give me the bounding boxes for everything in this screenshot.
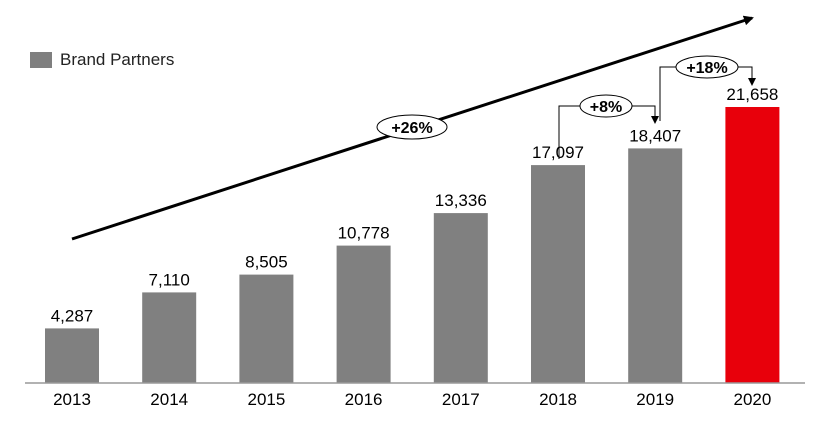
legend: Brand Partners: [30, 50, 174, 70]
legend-label: Brand Partners: [60, 50, 175, 69]
growth-label-2018-2019: +8%: [590, 99, 622, 116]
cagr-label: +26%: [391, 120, 432, 137]
x-tick-label-2020: 2020: [733, 390, 771, 409]
x-tick-label-2016: 2016: [345, 390, 383, 409]
bar-2014: [142, 292, 197, 383]
legend-swatch: [30, 52, 52, 68]
bar-2019: [628, 148, 683, 383]
bar-2013: [45, 328, 99, 383]
cagr-bubble: [376, 114, 448, 140]
growth-bubble-2018-2019: [579, 94, 633, 118]
value-label-2017: 13,336: [435, 191, 487, 210]
growth-bubble-2019-2020: [675, 55, 739, 79]
x-tick-label-2014: 2014: [150, 390, 188, 409]
bar-2017: [433, 213, 488, 383]
value-label-2020: 21,658: [726, 85, 778, 104]
value-label-2014: 7,110: [149, 270, 190, 289]
value-labels-group: 4,287 7,110 8,505 10,778 13,336 17,097 18,407 2…: [51, 85, 779, 325]
x-tick-label-2017: 2017: [442, 390, 480, 409]
x-tick-labels-group: 2013 2014 2015 2016 2017 2018 2019 2020: [53, 390, 771, 409]
x-tick-label-2015: 2015: [247, 390, 285, 409]
x-tick-label-2013: 2013: [53, 390, 91, 409]
value-label-2019: 18,407: [629, 126, 681, 145]
bar-2016: [336, 245, 391, 383]
bar-2020: [725, 107, 780, 383]
value-label-2015: 8,505: [245, 253, 288, 272]
value-label-2018: 17,097: [532, 143, 584, 162]
x-tick-label-2018: 2018: [539, 390, 577, 409]
bar-2015: [239, 274, 294, 383]
bar-2018: [531, 165, 585, 383]
growth-label-2019-2020: +18%: [686, 60, 727, 77]
x-tick-label-2019: 2019: [636, 390, 674, 409]
value-label-2013: 4,287: [51, 306, 94, 325]
value-label-2016: 10,778: [338, 224, 390, 243]
bars-group: [45, 107, 780, 383]
